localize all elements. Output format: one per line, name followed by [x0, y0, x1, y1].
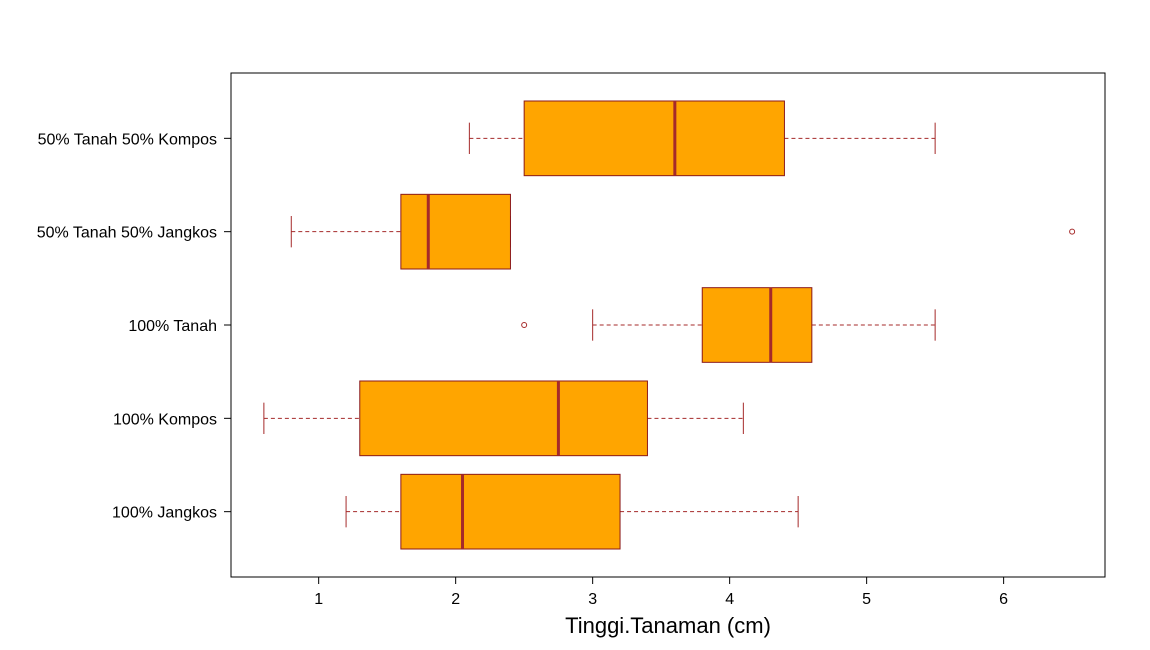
x-tick-label: 1	[314, 591, 323, 608]
box-group	[263, 380, 744, 457]
x-tick-label: 5	[862, 591, 871, 608]
box-iqr	[400, 473, 621, 550]
box-iqr	[523, 100, 785, 177]
box-iqr	[359, 380, 648, 457]
outlier-point	[1069, 228, 1076, 235]
x-tick-label: 2	[451, 591, 460, 608]
box-group	[521, 287, 936, 363]
y-axis: 100% Jangkos 100% Kompos 100% Tanah 50% Tan…	[37, 131, 232, 522]
y-category-label: 50% Tanah 50% Kompos	[38, 131, 217, 148]
box-group	[345, 473, 799, 550]
box-iqr	[400, 193, 511, 270]
y-category-label: 100% Jangkos	[112, 505, 217, 522]
box-iqr	[701, 287, 813, 363]
x-axis-title: Tinggi.Tanaman (cm)	[565, 613, 771, 638]
x-tick-label: 4	[725, 591, 734, 608]
x-tick-label: 3	[588, 591, 597, 608]
x-tick-label: 6	[999, 591, 1008, 608]
y-category-label: 100% Tanah	[128, 318, 217, 335]
x-axis: 1 2 3 4 5 6	[314, 576, 1008, 608]
outlier-point	[521, 322, 528, 328]
y-category-label: 50% Tanah 50% Jangkos	[37, 225, 217, 242]
box-group	[468, 100, 936, 177]
y-category-label: 100% Kompos	[113, 411, 217, 428]
boxes-layer	[263, 100, 1076, 550]
box-group	[290, 193, 1076, 270]
